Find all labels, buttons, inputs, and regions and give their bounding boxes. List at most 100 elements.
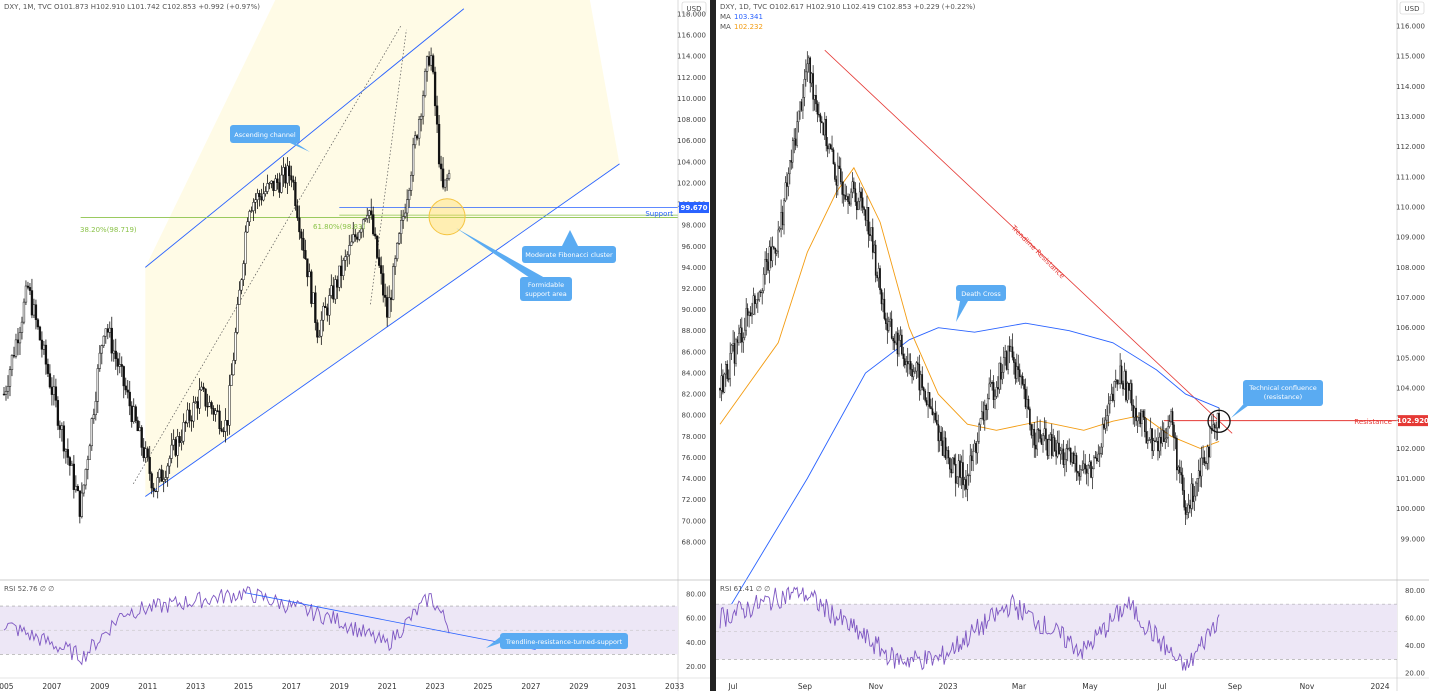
candle-body [1218, 413, 1220, 428]
candle-body [394, 258, 397, 267]
time-tick: 2031 [617, 682, 636, 691]
candle-body [968, 474, 970, 477]
candle-body [216, 410, 219, 412]
candle-body [787, 173, 790, 187]
candle-body [1050, 434, 1053, 456]
monthly-chart-pane[interactable]: Ascending channel Moderate Fibonacci clu… [0, 0, 710, 691]
candle-body [970, 455, 973, 461]
candle-body [445, 178, 449, 181]
candle-body [228, 385, 231, 426]
candle-body [1144, 417, 1146, 432]
candle-body [1122, 383, 1124, 390]
candle-body [230, 374, 233, 386]
candle-body [1146, 440, 1149, 444]
candle-body [1110, 393, 1113, 401]
callout-fib-cluster[interactable]: Moderate Fibonacci cluster [522, 230, 616, 263]
candle-body [411, 144, 415, 176]
monthly-chart[interactable]: Ascending channel Moderate Fibonacci clu… [0, 0, 710, 691]
price-tick: 110.000 [1396, 204, 1425, 212]
candle-body [1132, 404, 1135, 418]
candle-body [892, 338, 894, 342]
pane-divider[interactable] [710, 0, 716, 691]
candle-body [302, 237, 305, 251]
candle-body [112, 350, 115, 354]
time-tick-labels[interactable]: Jul Sep Nov 2023 Mar May Jul Sep Nov 2024 [727, 682, 1389, 691]
candle-body [979, 418, 982, 425]
candle-body [194, 401, 197, 403]
fib-leg-dotted-1[interactable] [133, 24, 402, 484]
daily-chart[interactable]: Trendline Resistance Death Cross Technic… [716, 0, 1429, 691]
support-area-circle[interactable] [428, 198, 466, 236]
confluence-circle[interactable] [1207, 409, 1231, 433]
candle-body [408, 190, 411, 200]
candle-body [256, 193, 259, 200]
candle-body [947, 450, 950, 458]
candle-body [998, 362, 1001, 390]
candle-body [1114, 379, 1117, 382]
candle-body [290, 175, 293, 181]
currency-box[interactable] [1399, 1, 1425, 15]
channel-lower-line[interactable] [145, 163, 620, 497]
callout-technical-confluence[interactable]: Technical confluence (resistance) [1231, 380, 1323, 418]
channel-highlight [145, 0, 620, 497]
candle-body [234, 332, 237, 361]
time-tick: 2005 [0, 682, 14, 691]
candle-body [96, 368, 99, 402]
candle-body [1074, 455, 1076, 464]
candle-body [1104, 419, 1107, 429]
candle-body [334, 279, 337, 300]
candle-body [793, 138, 796, 141]
time-tick: Jul [727, 682, 737, 691]
candle-body [140, 427, 143, 448]
candle-body [1084, 463, 1087, 470]
price-tick: 111.000 [1396, 173, 1425, 181]
candle-body [1032, 428, 1034, 436]
currency-box[interactable] [681, 1, 707, 15]
rsi-trendline[interactable] [245, 592, 536, 650]
candle-body [1100, 446, 1103, 454]
candle-body [425, 56, 429, 72]
callout-rsi-trendline[interactable]: Trendline-resistance-turned-support [486, 633, 628, 649]
candle-body [352, 234, 355, 243]
candle-body [68, 457, 72, 466]
candle-body [946, 450, 948, 459]
candle-body [729, 353, 731, 380]
candle-body [837, 165, 839, 186]
candle-body [889, 318, 892, 322]
candle-body [935, 419, 938, 425]
candle-body [921, 374, 924, 388]
candle-body [148, 457, 151, 474]
candle-body [1120, 365, 1123, 384]
candle-body [762, 273, 765, 291]
candle-body [1209, 427, 1212, 458]
time-tick: Sep [798, 682, 812, 691]
candle-body [182, 422, 185, 442]
channel-upper-line[interactable] [145, 8, 465, 268]
candle-body [94, 401, 97, 416]
daily-chart-pane[interactable]: Trendline Resistance Death Cross Technic… [716, 0, 1429, 691]
candle-body [799, 101, 801, 112]
candle-body [250, 210, 253, 212]
candle-body [1097, 453, 1100, 462]
candle-body [196, 401, 199, 409]
candle-body [330, 285, 333, 296]
price-axis[interactable] [678, 0, 710, 580]
candle-body [1117, 383, 1120, 385]
price-axis[interactable] [1397, 0, 1429, 580]
callout-ascending-channel[interactable]: Ascending channel [230, 125, 310, 152]
fib-leg-dotted-2[interactable] [370, 29, 407, 305]
candle-body [204, 388, 207, 407]
candle-body [765, 259, 768, 263]
candle-body [994, 395, 996, 401]
candle-body [853, 181, 855, 189]
callout-death-cross[interactable]: Death Cross [956, 285, 1006, 322]
candle-body [406, 199, 409, 214]
candle-body [76, 486, 79, 492]
trendline-resistance[interactable] [824, 49, 1233, 434]
candle-body [184, 422, 187, 424]
time-tick: 2023 [426, 682, 445, 691]
callout-support-area[interactable]: Formidable support area [456, 228, 572, 301]
candle-body [326, 307, 329, 316]
time-tick-labels[interactable]: 2005 2007 2009 2011 2013 2015 2017 2019 2021 2023… [0, 682, 684, 691]
candle-body [48, 373, 52, 388]
